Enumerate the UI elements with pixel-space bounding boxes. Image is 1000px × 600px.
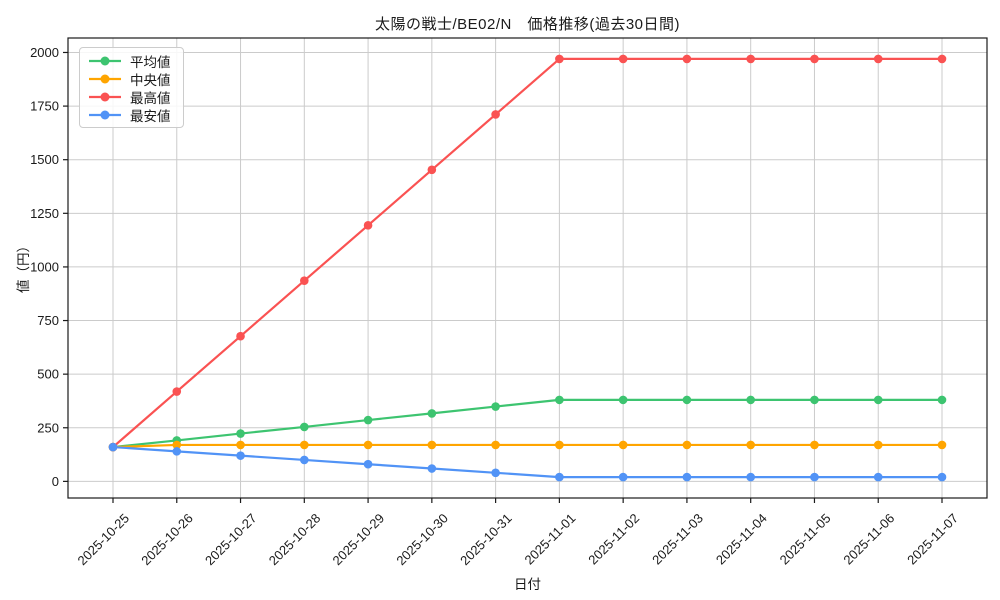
data-point-min bbox=[746, 472, 755, 482]
x-tick-label: 2025-11-01 bbox=[522, 511, 579, 568]
data-point-max bbox=[427, 165, 437, 175]
data-point-max bbox=[555, 54, 564, 64]
chart-title: 太陽の戦士/BE02/N 価格推移(過去30日間) bbox=[374, 16, 681, 33]
y-tick-label: 1500 bbox=[30, 152, 59, 167]
data-point-min bbox=[427, 464, 437, 473]
data-point-max bbox=[300, 276, 309, 285]
data-point-max bbox=[491, 110, 500, 119]
x-axis-label: 日付 bbox=[514, 577, 541, 592]
data-point-median bbox=[873, 440, 883, 450]
x-tick-label: 2025-10-26 bbox=[138, 511, 196, 569]
y-tick-label: 1000 bbox=[30, 259, 59, 274]
legend-item-min: 最安値 bbox=[88, 107, 171, 124]
legend-marker-median bbox=[89, 74, 121, 83]
y-tick-label: 250 bbox=[37, 420, 59, 435]
data-point-median bbox=[682, 440, 692, 450]
x-tick-label: 2025-11-04 bbox=[713, 511, 770, 568]
data-point-min bbox=[236, 451, 245, 460]
data-point-min bbox=[300, 455, 309, 465]
legend-label: 最高値 bbox=[130, 90, 171, 106]
x-tick-label: 2025-10-29 bbox=[330, 511, 388, 569]
y-tick-label: 500 bbox=[37, 367, 59, 382]
x-tick-label: 2025-11-02 bbox=[585, 511, 642, 568]
x-tick-label: 2025-10-27 bbox=[202, 511, 260, 569]
data-point-median bbox=[746, 440, 755, 450]
data-point-min bbox=[172, 447, 182, 456]
data-point-average bbox=[618, 395, 628, 405]
data-point-min bbox=[363, 459, 373, 469]
legend-item-max: 最高値 bbox=[88, 89, 171, 106]
data-point-min bbox=[682, 472, 692, 482]
x-tick-label: 2025-10-30 bbox=[393, 511, 451, 569]
data-point-median bbox=[618, 440, 628, 450]
data-point-average bbox=[555, 395, 564, 405]
data-point-median bbox=[491, 440, 500, 450]
data-point-max bbox=[236, 331, 245, 341]
data-point-average bbox=[810, 395, 819, 405]
data-point-max bbox=[873, 54, 883, 64]
legend-label: 中央値 bbox=[130, 72, 171, 88]
series-line-max bbox=[111, 57, 944, 449]
data-point-min bbox=[108, 442, 118, 452]
data-point-max bbox=[746, 54, 755, 64]
data-point-max bbox=[937, 54, 947, 64]
y-axis-label: 値（円） bbox=[16, 239, 31, 293]
series-line-min bbox=[111, 445, 944, 479]
series-line-average bbox=[111, 398, 944, 449]
data-point-median bbox=[300, 440, 309, 450]
legend-label: 平均値 bbox=[130, 54, 171, 70]
y-tick-label: 1250 bbox=[30, 206, 59, 221]
plot-border bbox=[67, 37, 988, 499]
x-tick-label: 2025-11-06 bbox=[840, 511, 897, 568]
data-point-median bbox=[363, 440, 373, 450]
data-point-average bbox=[682, 395, 692, 405]
data-point-median bbox=[810, 440, 819, 450]
data-point-min bbox=[618, 472, 628, 482]
x-tick-label: 2025-10-28 bbox=[266, 511, 324, 569]
data-point-max bbox=[172, 387, 182, 396]
data-point-median bbox=[937, 440, 947, 450]
data-point-average bbox=[236, 429, 245, 438]
y-tick-label: 1750 bbox=[30, 99, 59, 114]
data-point-min bbox=[555, 472, 564, 482]
legend-marker-min bbox=[89, 110, 121, 119]
x-tick-label: 2025-11-05 bbox=[777, 511, 834, 568]
legend: 平均値中央値最高値最安値 bbox=[79, 47, 184, 128]
data-point-median bbox=[555, 440, 564, 450]
data-point-max bbox=[810, 54, 819, 64]
legend-item-median: 中央値 bbox=[88, 71, 171, 88]
legend-marker-max bbox=[89, 92, 121, 101]
legend-label: 最安値 bbox=[130, 108, 171, 124]
data-point-median bbox=[236, 440, 245, 450]
data-point-min bbox=[937, 472, 947, 482]
data-point-average bbox=[873, 395, 883, 405]
data-point-median bbox=[172, 440, 182, 450]
data-point-min bbox=[810, 472, 819, 482]
series-line-median bbox=[111, 443, 944, 449]
data-point-max bbox=[682, 54, 692, 64]
data-point-max bbox=[618, 54, 628, 64]
data-point-min bbox=[873, 472, 883, 482]
legend-marker-average bbox=[89, 56, 121, 65]
data-point-min bbox=[491, 468, 500, 478]
x-tick-label: 2025-11-07 bbox=[904, 511, 961, 568]
y-tick-label: 750 bbox=[37, 313, 59, 328]
y-tick-label: 2000 bbox=[30, 45, 59, 60]
x-tick-label: 2025-11-03 bbox=[649, 511, 706, 568]
data-point-average bbox=[746, 395, 755, 405]
data-point-max bbox=[363, 221, 373, 230]
data-point-average bbox=[937, 395, 947, 405]
y-tick-label: 0 bbox=[52, 474, 59, 489]
data-point-average bbox=[427, 409, 437, 418]
data-point-average bbox=[363, 415, 373, 425]
x-tick-label: 2025-10-31 bbox=[457, 511, 515, 569]
legend-item-average: 平均値 bbox=[88, 53, 171, 70]
data-point-median bbox=[427, 440, 437, 450]
data-point-average bbox=[300, 422, 309, 432]
x-tick-label: 2025-10-25 bbox=[74, 511, 132, 569]
data-point-average bbox=[491, 402, 500, 411]
